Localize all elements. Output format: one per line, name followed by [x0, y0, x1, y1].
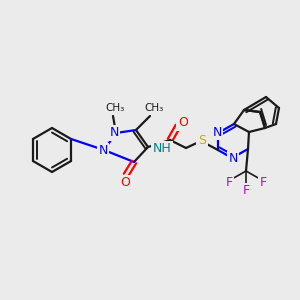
Text: S: S	[198, 134, 206, 146]
Text: O: O	[178, 116, 188, 130]
Text: N: N	[98, 145, 108, 158]
Text: N: N	[212, 125, 222, 139]
Text: N: N	[109, 127, 119, 140]
Text: O: O	[120, 176, 130, 190]
Text: CH₃: CH₃	[105, 103, 124, 113]
Text: F: F	[260, 176, 267, 190]
Text: N: N	[228, 152, 238, 166]
Text: F: F	[242, 184, 250, 197]
Text: F: F	[225, 176, 233, 190]
Text: NH: NH	[153, 142, 171, 155]
Text: CH₃: CH₃	[144, 103, 164, 113]
